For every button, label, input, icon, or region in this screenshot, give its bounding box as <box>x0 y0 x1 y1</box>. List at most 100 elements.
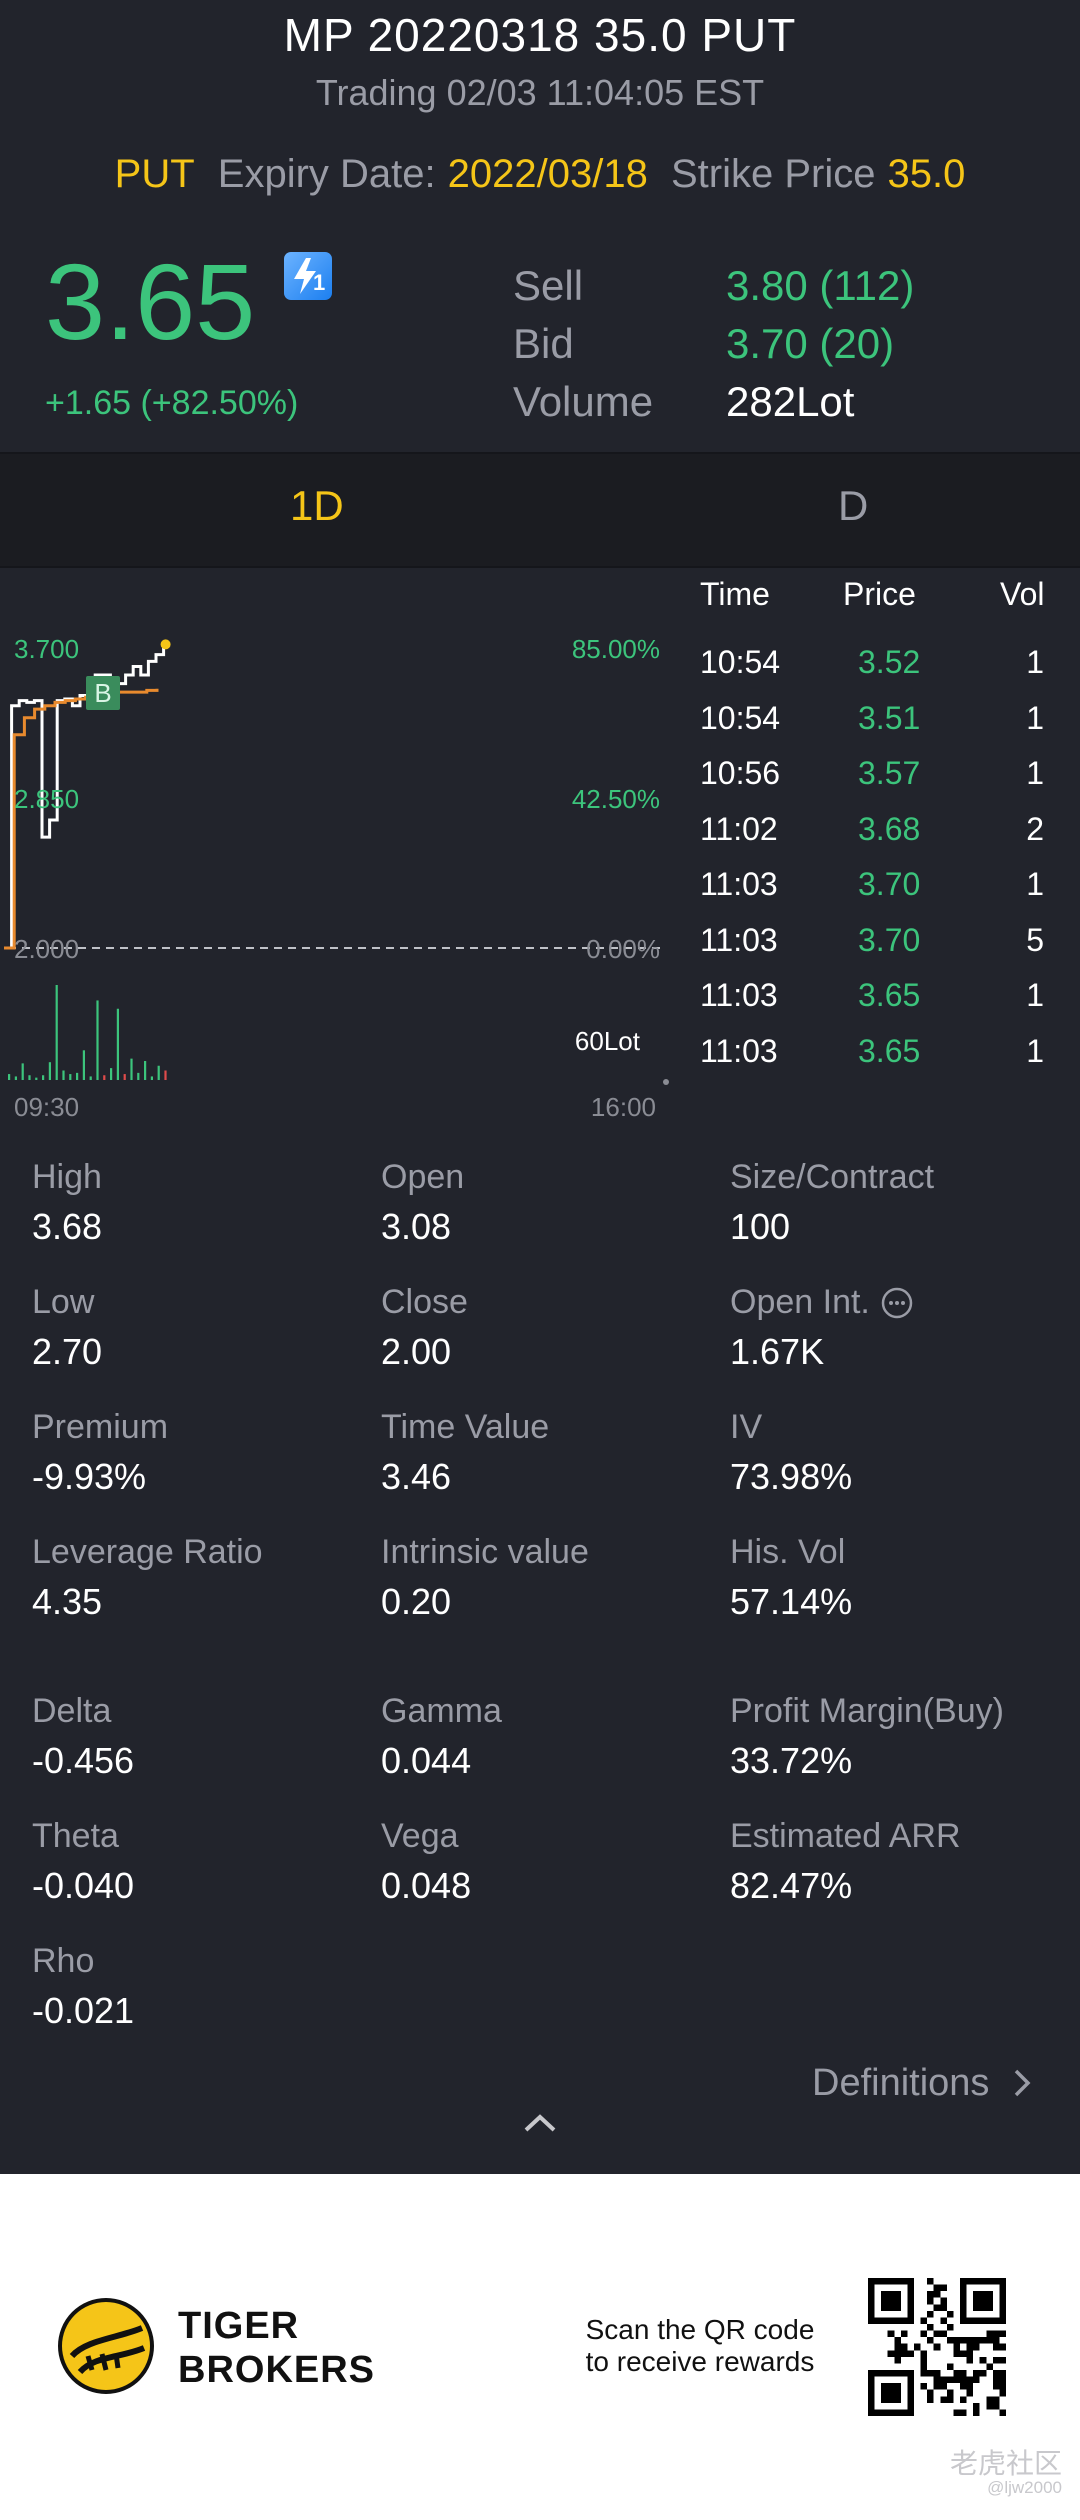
watermark: 老虎社区 <box>949 2448 1062 2479</box>
sell-label: Sell <box>513 262 584 309</box>
volume-bar <box>76 1072 79 1080</box>
trade-vol: 1 <box>1026 866 1044 902</box>
x-label-end: 16:00 <box>591 1092 656 1122</box>
stat-value: 73.98% <box>730 1456 853 1497</box>
trade-vol: 1 <box>1026 977 1044 1013</box>
volume-bar <box>164 1070 167 1080</box>
scroll-dot <box>663 1079 669 1085</box>
timeframe-tabs: 1D D <box>0 452 1080 568</box>
bid-value: 3.70 (20) <box>726 320 895 367</box>
volume-bar <box>157 1065 160 1080</box>
page-title: MP 20220318 35.0 PUT <box>283 9 797 61</box>
volume-bar <box>55 985 58 1080</box>
definitions-link[interactable]: Definitions <box>812 2062 1034 2105</box>
stat-value: 2.70 <box>32 1331 103 1372</box>
stat-label: Leverage Ratio <box>32 1533 263 1571</box>
trade-price: 3.57 <box>858 755 921 791</box>
volume-bar <box>21 1063 24 1080</box>
stat-value: 57.14% <box>730 1581 853 1622</box>
volume-bar <box>14 1076 17 1080</box>
stat-label: Delta <box>32 1692 112 1730</box>
volume-bar <box>110 1068 113 1080</box>
trade-time: 11:03 <box>700 977 778 1013</box>
more-info-icon[interactable] <box>880 1286 914 1320</box>
volume-scale-label: 60Lot <box>575 1026 641 1056</box>
volume-bar <box>137 1072 140 1080</box>
stat-value: 3.68 <box>32 1206 103 1247</box>
volume-value: 282Lot <box>726 378 855 425</box>
stat-label: Premium <box>32 1408 169 1446</box>
trade-price: 3.70 <box>858 866 921 902</box>
stat-label: Open Int. <box>730 1283 870 1321</box>
volume-bar <box>42 1075 45 1080</box>
stat-value: 0.048 <box>381 1865 472 1906</box>
stat-label: Time Value <box>381 1408 550 1446</box>
trade-price: 3.65 <box>858 977 921 1013</box>
volume-bar <box>150 1076 153 1080</box>
volume-bar <box>69 1074 72 1080</box>
buy-marker <box>86 676 120 710</box>
trades-header-time: Time <box>700 576 770 612</box>
volume-bar <box>48 1062 51 1080</box>
scan-line-2: to receive rewards <box>585 2346 815 2377</box>
stat-label: Vega <box>381 1817 459 1855</box>
strike-value: 35.0 <box>887 152 966 196</box>
lightning-bolt-icon[interactable]: 1 <box>284 252 332 300</box>
contract-info-row: PUT Expiry Date: 2022/03/18 Strike Price 3… <box>0 152 1080 197</box>
volume-bar <box>103 1075 106 1080</box>
trade-vol: 2 <box>1026 810 1044 847</box>
volume-bar <box>8 1074 11 1080</box>
volume-bar <box>96 1000 99 1080</box>
brand-name: TIGER BROKERS <box>178 2304 375 2392</box>
trade-vol: 1 <box>1026 644 1044 680</box>
stat-label: IV <box>730 1408 763 1446</box>
y-right-label: 0.00% <box>586 934 660 964</box>
stat-value: -0.021 <box>32 1990 135 2031</box>
stat-label: Rho <box>32 1942 95 1980</box>
stat-value: 3.08 <box>381 1206 452 1247</box>
trade-time: 11:02 <box>700 810 778 847</box>
volume-bar <box>35 1077 38 1080</box>
tiger-logo-icon <box>58 2298 154 2394</box>
trade-time: 10:54 <box>700 644 781 680</box>
trade-time: 11:03 <box>700 1032 778 1069</box>
stat-label: Profit Margin(Buy) <box>730 1692 1004 1730</box>
watermark-user: @ljw2000 <box>987 2478 1062 2497</box>
scan-line-1: Scan the QR code <box>585 2314 815 2345</box>
stat-label: High <box>32 1158 102 1196</box>
tab-d[interactable]: D <box>838 482 869 529</box>
stat-label: Close <box>381 1283 468 1321</box>
trades-header-price: Price <box>843 576 916 612</box>
stat-value: 0.20 <box>381 1581 452 1622</box>
brand-line-2: BROKERS <box>178 2349 376 2391</box>
intraday-chart[interactable]: B 3.700 2.850 2.000 85.00% 42.50% 0.00% 60Lot 09… <box>0 570 680 1130</box>
stat-value: 2.00 <box>381 1331 452 1372</box>
tab-1d[interactable]: 1D <box>290 482 344 529</box>
trade-time: 11:03 <box>700 921 778 958</box>
stat-value: -0.456 <box>32 1740 135 1781</box>
y-left-label: 3.700 <box>14 634 79 664</box>
y-right-label: 42.50% <box>572 784 660 814</box>
buy-marker-label: B <box>94 678 111 708</box>
volume-label: Volume <box>513 378 654 425</box>
price-line <box>4 644 166 950</box>
option-type: PUT <box>114 152 195 196</box>
trade-price: 3.52 <box>858 644 921 680</box>
qr-code <box>868 2278 1006 2416</box>
volume-bar <box>116 1008 119 1080</box>
share-footer: TIGER BROKERS Scan the QR code to receiv… <box>0 2174 1080 2520</box>
volume-bar <box>89 1076 92 1080</box>
stat-value: 100 <box>730 1206 791 1247</box>
volume-bar <box>144 1061 147 1080</box>
trade-price: 3.65 <box>858 1032 921 1069</box>
stat-value: -9.93% <box>32 1456 147 1497</box>
stat-value: 33.72% <box>730 1740 853 1781</box>
stat-label: Estimated ARR <box>730 1817 961 1855</box>
volume-bar <box>130 1058 133 1080</box>
y-left-label: 2.000 <box>14 934 79 964</box>
trade-vol: 5 <box>1026 921 1044 958</box>
chevron-up-icon[interactable] <box>520 2110 560 2136</box>
stat-label: Intrinsic value <box>381 1533 589 1571</box>
trade-time: 10:56 <box>700 755 781 791</box>
stat-label: Low <box>32 1283 95 1321</box>
